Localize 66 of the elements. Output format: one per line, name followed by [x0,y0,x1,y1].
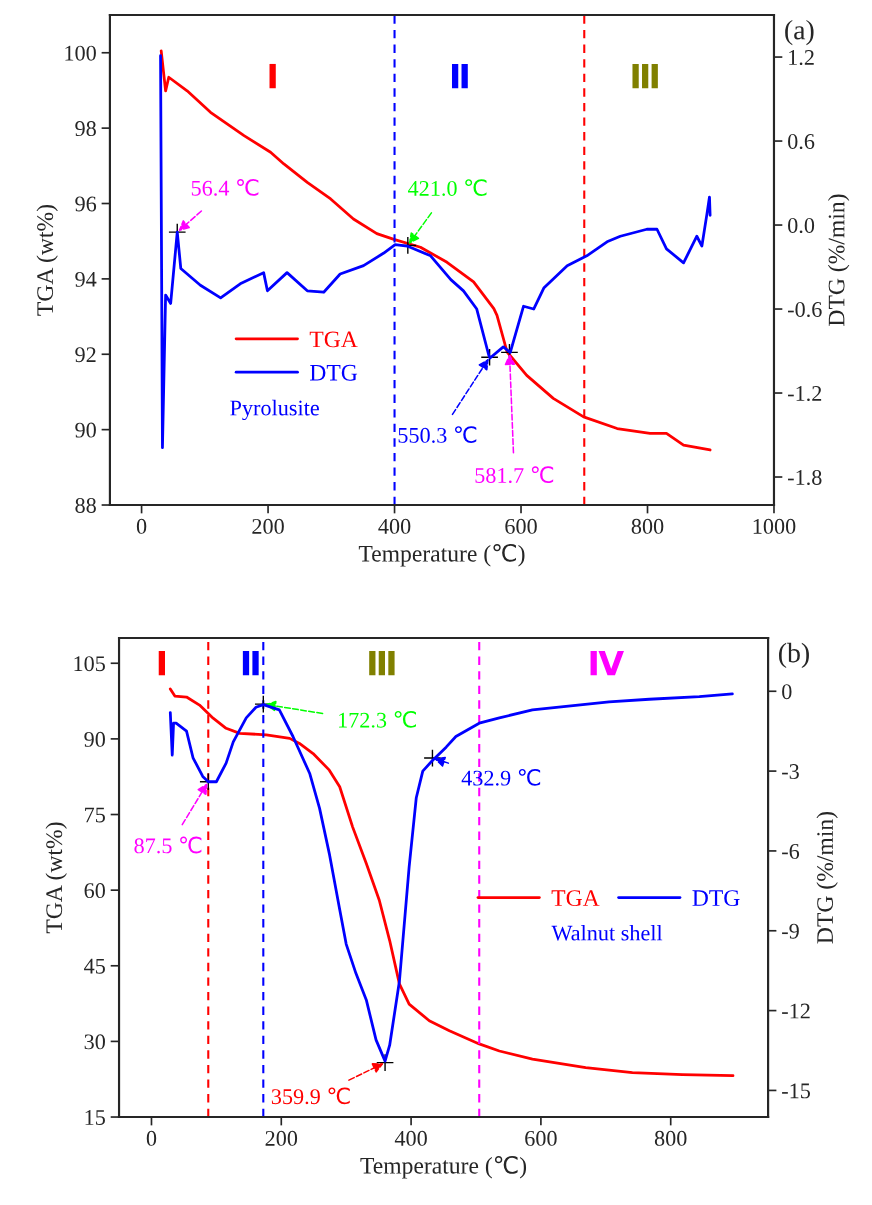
legend-label: TGA [551,890,600,907]
legend-label: TGA [309,331,358,348]
y-tick-label: 88 [75,497,96,513]
y-tick-label: 100 [65,45,96,61]
y2-tick-label: -6 [782,843,800,859]
y2-tick-label: 0.0 [788,217,815,234]
annotation: 432.9 ℃ [461,768,541,786]
annotation: Ⅲ [369,650,395,676]
y-tick-label: 98 [75,121,96,137]
y-tick-label: 90 [75,422,96,438]
chart-title: (b) [779,642,809,669]
y2-tick-label: 0.6 [788,133,815,150]
y2-axis-title: DTG (%/min) [816,812,838,944]
x-tick-label: 0 [136,518,147,534]
y-tick-label: 92 [75,347,96,363]
y-axis-title: TGA (wt%) [36,205,58,316]
annotation: 87.5 ℃ [134,836,202,854]
x-tick-label: 200 [252,518,284,534]
annotation: Ⅰ [269,63,276,89]
annotation: Ⅰ [158,650,165,676]
y2-tick-label: -9 [782,923,799,939]
annotation: Pyrolusite [230,399,319,421]
y2-tick-label: -12 [782,1003,810,1019]
annotation: 581.7 ℃ [475,466,554,484]
annotation: Ⅱ [242,650,259,676]
y-tick-label: 45 [84,958,105,974]
y-tick-label: 30 [84,1034,105,1050]
y2-tick-label: -1.8 [788,469,822,486]
y2-tick-label: 1.2 [789,50,814,66]
y-tick-label: 75 [85,807,105,823]
annotation: Ⅳ [590,650,624,676]
x-axis-title: Temperature (℃) [360,1155,527,1179]
y-tick-label: 105 [74,656,105,672]
y2-axis-title: DTG (%/min) [827,194,850,326]
annotation: Ⅱ [451,63,468,89]
annotation: 359.9 ℃ [271,1087,350,1105]
y-tick-label: 94 [75,271,97,287]
x-tick-label: 1000 [753,518,796,534]
y-tick-label: 60 [84,883,105,899]
x-axis-title: Temperature (℃) [358,543,525,567]
annotation: Ⅲ [632,63,658,89]
annotation: 421.0 ℃ [408,179,487,196]
y-tick-label: 90 [84,731,105,747]
y2-tick-label: -15 [782,1083,811,1099]
y2-tick-label: -1.2 [788,386,822,402]
annotation: 550.3 ℃ [398,426,477,443]
legend-label: DTG [692,890,740,907]
x-tick-label: 600 [505,518,537,534]
x-tick-label: 600 [525,1130,557,1146]
y-tick-label: 15 [85,1110,105,1125]
x-tick-label: 800 [654,1130,687,1146]
x-tick-label: 400 [394,1130,427,1146]
annotation: 172.3 ℃ [339,710,416,728]
chart-title: (a) [785,19,814,46]
x-tick-label: 0 [146,1130,157,1146]
annotation: 56.4 ℃ [191,179,259,196]
legend-label: DTG [310,364,358,381]
x-tick-label: 200 [265,1130,298,1146]
y2-tick-label: -3 [782,764,799,780]
y-tick-label: 96 [75,196,97,212]
annotation: Walnut shell [551,924,663,941]
y2-tick-label: 0 [782,684,792,700]
y2-tick-label: -0.6 [788,301,822,318]
x-tick-label: 400 [378,518,411,534]
x-tick-label: 800 [631,518,664,534]
y-axis-title: TGA (wt%) [45,822,67,934]
